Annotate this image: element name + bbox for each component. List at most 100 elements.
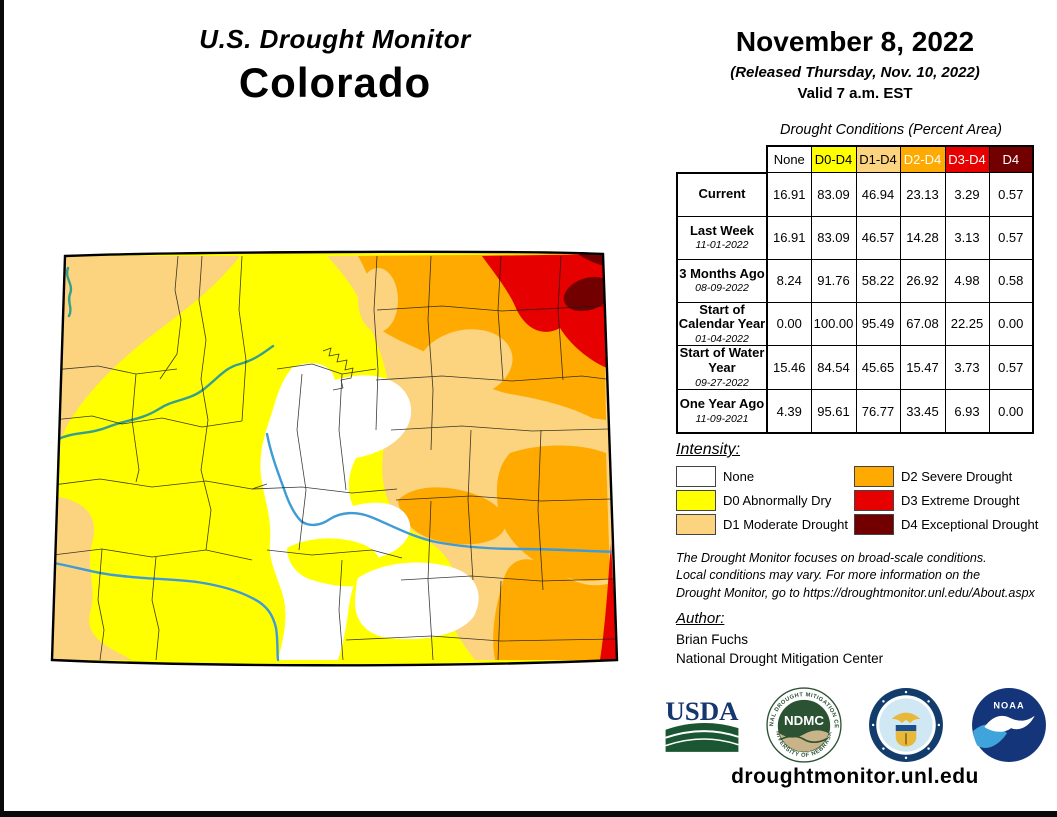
cell: 8.24 — [766, 258, 812, 303]
col-header-d3-d4: D3-D4 — [944, 145, 990, 173]
footer-url: droughtmonitor.unl.edu — [731, 765, 979, 788]
table-corner-cell — [677, 146, 767, 173]
window-bottom-border — [0, 811, 1057, 817]
col-header-d1-d4: D1-D4 — [855, 145, 901, 173]
none-swatch — [676, 465, 716, 487]
cell: 0.00 — [766, 301, 812, 347]
cell: 0.00 — [988, 301, 1034, 347]
river-lines-blue — [52, 432, 617, 662]
col-header-d0-d4: D0-D4 — [810, 145, 857, 173]
cell: 4.39 — [766, 389, 812, 435]
cell: 33.45 — [899, 389, 946, 435]
cell: 16.91 — [766, 215, 812, 260]
legend-item-d3: D3 Extreme Drought — [854, 488, 1048, 512]
ndmc-logo-text: NDMC — [784, 713, 824, 728]
cell: 83.09 — [810, 215, 857, 260]
row-label: Last Week 11-01-2022 — [676, 215, 768, 260]
report-title: U.S. Drought Monitor — [199, 24, 471, 54]
window-left-border — [0, 0, 4, 817]
cell: 91.76 — [810, 258, 857, 303]
map-region-none-southeast — [354, 562, 479, 640]
cell: 58.22 — [855, 258, 901, 303]
cell: 3.29 — [944, 172, 990, 217]
disclaimer-text: The Drought Monitor focuses on broad-sca… — [676, 551, 1035, 600]
title-block: U.S. Drought Monitor Colorado — [100, 24, 570, 107]
row-label: Current — [676, 171, 768, 217]
commerce-seal-logo — [869, 688, 944, 762]
cell: 3.73 — [944, 345, 990, 391]
cell: 0.57 — [988, 345, 1034, 391]
cell: 16.91 — [766, 172, 812, 217]
cell: 6.93 — [944, 389, 990, 435]
author-heading: Author: — [676, 610, 725, 627]
cell: 0.57 — [988, 172, 1034, 217]
legend-heading: Intensity: — [676, 441, 741, 458]
release-date: (Released Thursday, Nov. 10, 2022) — [730, 64, 980, 81]
cell: 0.58 — [988, 258, 1034, 303]
legend-item-none: None — [676, 464, 854, 488]
col-header-d4: D4 — [988, 145, 1034, 173]
cell: 0.57 — [988, 215, 1034, 260]
row-label: 3 Months Ago 08-09-2022 — [676, 258, 768, 303]
cell: 15.47 — [899, 345, 946, 391]
noaa-logo-text: NOAA — [993, 701, 1024, 711]
author-organization: National Drought Mitigation Center — [676, 651, 884, 666]
row-label: One Year Ago 11-09-2021 — [676, 389, 768, 435]
map-regions-d4 — [563, 254, 613, 312]
table-row: Last Week 11-01-2022 16.91 83.09 46.57 14… — [676, 215, 1034, 260]
author-name: Brian Fuchs — [676, 632, 749, 647]
d1-swatch — [676, 513, 716, 535]
map-regions-d1-pockets — [358, 268, 513, 399]
table-row: Start of Water Year 09-27-2022 15.46 84.5… — [676, 345, 1034, 391]
map-yellow-band — [287, 538, 381, 587]
cell: 76.77 — [855, 389, 901, 435]
table-caption: Drought Conditions (Percent Area) — [780, 122, 1002, 138]
legend-item-d0: D0 Abnormally Dry — [676, 488, 854, 512]
legend-item-d4: D4 Exceptional Drought — [854, 512, 1048, 536]
cell: 46.94 — [855, 172, 901, 217]
legend-item-d1: D1 Moderate Drought — [676, 512, 854, 536]
d2-swatch — [854, 465, 894, 487]
ndmc-logo: NATIONAL DROUGHT MITIGATION CENTER UNIVE… — [765, 686, 842, 763]
table-row: Start of Calendar Year 01-04-2022 0.00 10… — [676, 301, 1034, 347]
date-block: November 8, 2022 (Released Thursday, Nov… — [666, 26, 1044, 102]
cell: 84.54 — [810, 345, 857, 391]
river-lines-teal — [52, 266, 275, 443]
d4-swatch — [854, 513, 894, 535]
table-row: One Year Ago 11-09-2021 4.39 95.61 76.77 … — [676, 389, 1034, 435]
valid-time: Valid 7 a.m. EST — [797, 85, 913, 102]
logo-row: USDA NATIONAL DROUGHT MITIGATION CENTER … — [664, 686, 1048, 764]
table-row: Current 16.91 83.09 46.94 23.13 3.29 0.5… — [676, 171, 1034, 217]
cell: 95.49 — [855, 301, 901, 347]
cell: 0.00 — [988, 389, 1034, 435]
row-label: Start of Water Year 09-27-2022 — [676, 345, 768, 391]
cell: 4.98 — [944, 258, 990, 303]
d3-swatch — [854, 489, 894, 511]
table-row: 3 Months Ago 08-09-2022 8.24 91.76 58.22 … — [676, 258, 1034, 303]
legend: None D0 Abnormally Dry D1 Moderate Droug… — [676, 464, 1048, 536]
cell: 22.25 — [944, 301, 990, 347]
cell: 46.57 — [855, 215, 901, 260]
usda-logo: USDA — [665, 696, 739, 752]
state-border — [50, 250, 619, 667]
cell: 23.13 — [899, 172, 946, 217]
drought-stats-table: None D0-D4 D1-D4 D2-D4 D3-D4 D4 Current … — [676, 145, 1034, 435]
cell: 67.08 — [899, 301, 946, 347]
map-date: November 8, 2022 — [735, 26, 975, 57]
cell: 26.92 — [899, 258, 946, 303]
noaa-logo: NOAA — [972, 688, 1046, 762]
row-label: Start of Calendar Year 01-04-2022 — [676, 301, 768, 347]
cell: 3.13 — [944, 215, 990, 260]
cell: 95.61 — [810, 389, 857, 435]
cell: 15.46 — [766, 345, 812, 391]
col-header-none: None — [766, 145, 812, 173]
cell: 45.65 — [855, 345, 901, 391]
state-name-title: Colorado — [238, 59, 432, 106]
cell: 14.28 — [899, 215, 946, 260]
cell: 100.00 — [810, 301, 857, 347]
cell: 83.09 — [810, 172, 857, 217]
usda-logo-text: USDA — [665, 696, 739, 726]
colorado-drought-map — [50, 250, 619, 667]
d0-swatch — [676, 489, 716, 511]
